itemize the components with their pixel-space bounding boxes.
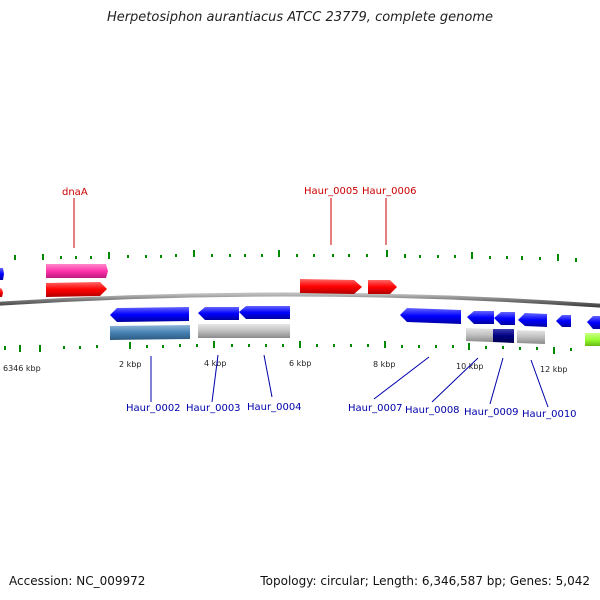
forward-cds-edge-left[interactable] <box>0 268 4 280</box>
reverse-gene-haur-0002[interactable] <box>110 325 190 340</box>
leader-line-haur-0007 <box>373 356 430 400</box>
reverse-cds-haur-0004[interactable] <box>239 306 290 319</box>
reverse-gene-lime[interactable] <box>585 333 600 346</box>
gene-label-haur-0002[interactable]: Haur_0002 <box>126 403 181 414</box>
forward-gene-dnaa[interactable] <box>46 264 108 278</box>
gene-label-haur-0004[interactable]: Haur_0004 <box>247 402 302 413</box>
forward-leader-lines <box>73 198 387 248</box>
forward-cds-edge-left-lower[interactable] <box>0 288 3 297</box>
forward-strand <box>0 264 397 297</box>
scale-label-6346kbp: 6346 kbp <box>3 364 41 373</box>
scale-label-8kbp: 8 kbp <box>373 360 395 369</box>
genome-summary-label: Topology: circular; Length: 6,346,587 bp… <box>260 574 590 588</box>
reverse-cds-haur-0002[interactable] <box>110 307 189 322</box>
forward-cds-haur-0005[interactable] <box>300 279 362 294</box>
scale-label-4kbp: 4 kbp <box>204 359 226 368</box>
reverse-cds-small[interactable] <box>556 315 571 327</box>
reverse-gene-haur-0008[interactable] <box>466 328 493 342</box>
leader-line-haur-0004 <box>263 354 273 398</box>
forward-cds-haur-0006[interactable] <box>368 280 397 294</box>
gene-label-haur-0008[interactable]: Haur_0008 <box>405 405 460 416</box>
upper-tick-row <box>14 250 577 262</box>
gene-label-dnaa[interactable]: dnaA <box>62 187 88 198</box>
reverse-gene-haur-0004[interactable] <box>239 324 290 338</box>
reverse-cds-haur-0010[interactable] <box>518 313 547 327</box>
forward-cds-dnaa[interactable] <box>46 282 107 297</box>
gene-label-haur-0006[interactable]: Haur_0006 <box>362 186 417 197</box>
reverse-cds-haur-0008[interactable] <box>467 311 494 324</box>
gene-label-haur-0005[interactable]: Haur_0005 <box>304 186 359 197</box>
genome-title: Herpetosiphon aurantiacus ATCC 23779, co… <box>106 10 494 25</box>
reverse-cds-haur-0007[interactable] <box>400 308 461 324</box>
leader-line-haur-0010 <box>530 359 549 408</box>
genome-backbone <box>0 292 600 308</box>
reverse-cds-edge-right[interactable] <box>587 316 600 329</box>
reverse-gene-haur-0010[interactable] <box>517 330 545 344</box>
accession-label: Accession: NC_009972 <box>9 574 146 588</box>
gene-label-haur-0010[interactable]: Haur_0010 <box>522 409 577 420</box>
reverse-leader-lines <box>150 354 549 408</box>
leader-line-haur-0003 <box>211 354 219 403</box>
gene-label-haur-0003[interactable]: Haur_0003 <box>186 403 241 414</box>
reverse-gene-haur-0003[interactable] <box>198 324 239 338</box>
scale-label-6kbp: 6 kbp <box>289 359 311 368</box>
reverse-cds-haur-0009[interactable] <box>494 312 515 325</box>
leader-line-haur-0008 <box>431 357 479 403</box>
reverse-strand <box>110 306 600 346</box>
gene-label-haur-0009[interactable]: Haur_0009 <box>464 407 519 418</box>
leader-line-haur-0009 <box>489 357 504 405</box>
scale-label-12kbp: 12 kbp <box>540 365 568 374</box>
reverse-cds-haur-0003[interactable] <box>198 307 239 320</box>
gene-label-haur-0007[interactable]: Haur_0007 <box>348 403 403 414</box>
reverse-gene-haur-0009[interactable] <box>493 329 514 343</box>
scale-label-2kbp: 2 kbp <box>119 360 141 369</box>
lower-tick-row <box>4 341 572 354</box>
